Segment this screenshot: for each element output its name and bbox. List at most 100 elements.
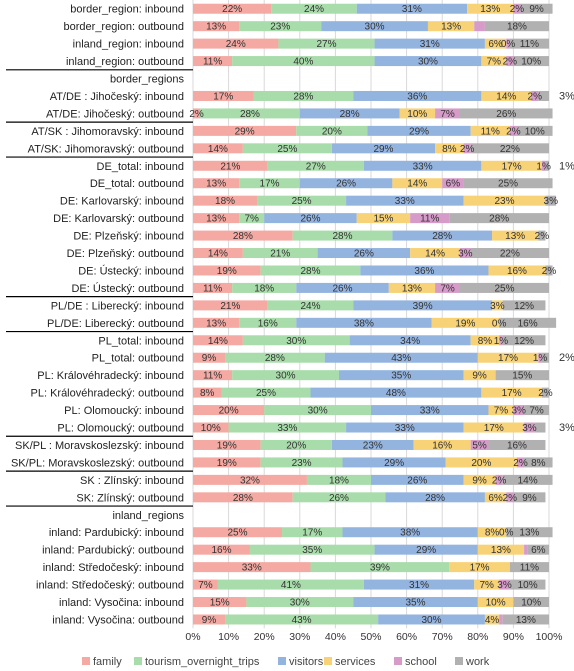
data-label: 2% <box>506 126 521 137</box>
bar-segment-family <box>193 213 240 224</box>
data-label: 33% <box>413 161 433 172</box>
bar-segment-school <box>470 439 489 450</box>
data-label: 9% <box>472 371 487 382</box>
data-label: 9% <box>522 493 537 504</box>
bar-segment-tourism_overnight_trips <box>282 527 343 538</box>
data-label: 26% <box>300 214 320 225</box>
bar-segment-visitors <box>363 579 475 590</box>
data-label: 3% <box>458 249 473 260</box>
bar-segment-family <box>193 21 240 32</box>
category-label: AT/SK: Jihomoravský: outbound <box>28 143 184 155</box>
bar-segment-tourism_overnight_trips <box>232 56 375 67</box>
data-label: 28% <box>265 353 285 364</box>
bar-segment-school <box>499 335 503 346</box>
data-label: 21% <box>220 161 240 172</box>
bar-segment-family <box>193 125 297 136</box>
bar-segment-visitors <box>374 38 485 49</box>
bar-segment-visitors <box>299 108 400 119</box>
bar-segment-tourism_overnight_trips <box>292 492 386 503</box>
data-label: 26% <box>336 179 356 190</box>
bar-segment-family <box>193 108 201 119</box>
data-label: 29% <box>373 144 393 155</box>
data-label: 2% <box>513 458 528 469</box>
bar-segment-visitors <box>299 178 393 189</box>
data-label: 10% <box>518 580 538 591</box>
data-label: 16% <box>518 318 538 329</box>
bar-segment-family <box>193 544 250 555</box>
data-label: 34% <box>400 336 420 347</box>
data-label: 35% <box>391 371 411 382</box>
data-label: 13% <box>206 214 226 225</box>
data-label: 32% <box>240 475 260 486</box>
bar-segment-services <box>477 527 507 538</box>
data-label: 19% <box>217 458 237 469</box>
data-label: 16% <box>507 440 527 451</box>
bar-segment-family <box>193 387 222 398</box>
bar-segment-services <box>392 178 443 189</box>
data-label: 3% <box>559 90 574 102</box>
data-label: 29% <box>409 126 429 137</box>
data-label: 29% <box>235 126 255 137</box>
bar-segment-tourism_overnight_trips <box>260 265 361 276</box>
bar-segment-services <box>488 405 514 416</box>
bar-segment-family <box>193 370 233 381</box>
bar-segment-visitors <box>296 317 432 328</box>
bar-segment-family <box>193 195 258 206</box>
data-label: 10% <box>521 57 541 68</box>
data-label: 31% <box>402 4 422 15</box>
category-label: inland: Středočeský: inbound <box>43 562 184 574</box>
bar-segment-family <box>193 38 279 49</box>
bar-segment-work <box>524 457 553 468</box>
bar-segment-school <box>509 125 517 136</box>
legend-swatch <box>278 657 286 665</box>
bar-segment-work <box>509 38 549 49</box>
data-label: 23% <box>270 22 290 33</box>
data-label: 28% <box>293 91 313 102</box>
bar-segment-work <box>513 597 549 608</box>
bar-segment-services <box>481 160 542 171</box>
data-label: 29% <box>384 458 404 469</box>
category-label: PL_total: outbound <box>92 353 184 365</box>
data-label: 24% <box>300 301 320 312</box>
bar-segment-tourism_overnight_trips <box>242 335 350 346</box>
bar-segment-work <box>527 544 549 555</box>
bar-segment-school <box>506 56 514 67</box>
data-label: 13% <box>505 231 525 242</box>
data-label: 3% <box>522 423 537 434</box>
category-label: PL: Olomoucký: outbound <box>57 423 184 435</box>
bar-segment-school <box>506 492 514 503</box>
bar-segment-school <box>524 544 528 555</box>
group-separators <box>6 69 193 507</box>
data-label: 2% <box>460 144 475 155</box>
bar-segment-services <box>484 38 507 49</box>
data-label: 2% <box>559 352 574 364</box>
bar-segment-school <box>499 579 510 590</box>
category-label: inland_region: inbound <box>73 39 184 51</box>
data-label: 2% <box>503 57 518 68</box>
data-label: 28% <box>425 493 445 504</box>
category-label: PL: Královéhradecký: outbound <box>31 388 185 400</box>
data-label: 10% <box>525 126 545 137</box>
data-label: 21% <box>220 301 240 312</box>
data-label: 39% <box>370 563 390 574</box>
x-tick-label: 100% <box>536 631 563 643</box>
x-tick-label: 40% <box>325 631 346 643</box>
bar-segment-services <box>477 597 514 608</box>
legend-label: services <box>335 656 376 668</box>
data-label: 4% <box>485 615 500 626</box>
bar-segment-visitors <box>349 335 471 346</box>
data-label: 9% <box>529 4 544 15</box>
data-label: 30% <box>418 57 438 68</box>
legend-swatch <box>134 657 142 665</box>
data-label: 9% <box>472 475 487 486</box>
data-label: 17% <box>498 353 518 364</box>
data-label: 10% <box>486 598 506 609</box>
bar-segment-visitors <box>371 474 464 485</box>
bar-segment-visitors <box>342 527 478 538</box>
bar-segment-services <box>356 213 411 224</box>
bar-segment-family <box>193 160 268 171</box>
data-label: 14% <box>496 91 516 102</box>
data-label: 33% <box>277 423 297 434</box>
bar-segment-services <box>435 143 464 154</box>
data-label: 18% <box>329 475 349 486</box>
